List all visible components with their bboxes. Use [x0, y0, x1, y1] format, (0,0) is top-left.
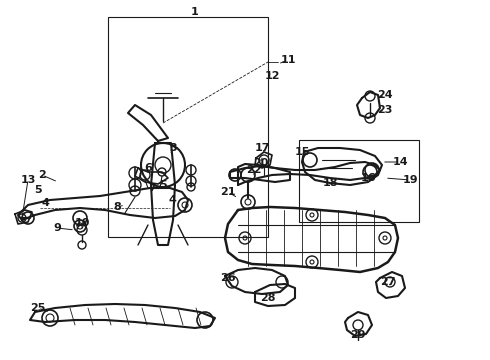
Text: 15: 15 — [294, 147, 310, 157]
Text: 18: 18 — [322, 178, 338, 188]
Text: 4: 4 — [41, 198, 49, 208]
Text: 3: 3 — [169, 143, 177, 153]
Text: 27: 27 — [380, 277, 396, 287]
Bar — [108, 17, 268, 237]
Text: 29: 29 — [350, 330, 366, 340]
Text: 25: 25 — [30, 303, 46, 313]
Text: 13: 13 — [20, 175, 36, 185]
Text: 17: 17 — [254, 143, 270, 153]
Text: 9: 9 — [53, 223, 61, 233]
Text: 26: 26 — [220, 273, 236, 283]
Text: 10: 10 — [74, 218, 90, 228]
Text: 20: 20 — [253, 158, 269, 168]
Text: 21: 21 — [220, 187, 236, 197]
Text: 4: 4 — [168, 195, 176, 205]
Text: 23: 23 — [377, 105, 392, 115]
Text: 14: 14 — [392, 157, 408, 167]
Text: 24: 24 — [377, 90, 393, 100]
Text: 12: 12 — [264, 71, 280, 81]
Text: 7: 7 — [148, 183, 156, 193]
Text: 5: 5 — [34, 185, 42, 195]
Text: 22: 22 — [246, 165, 262, 175]
Text: 6: 6 — [144, 163, 152, 173]
Text: 19: 19 — [402, 175, 418, 185]
Bar — [299, 140, 419, 222]
Text: 28: 28 — [260, 293, 276, 303]
Text: 5: 5 — [159, 180, 167, 190]
Text: 8: 8 — [113, 202, 121, 212]
Text: 16: 16 — [360, 173, 376, 183]
Text: 2: 2 — [38, 170, 46, 180]
Text: 11: 11 — [280, 55, 296, 65]
Text: 1: 1 — [191, 7, 199, 17]
